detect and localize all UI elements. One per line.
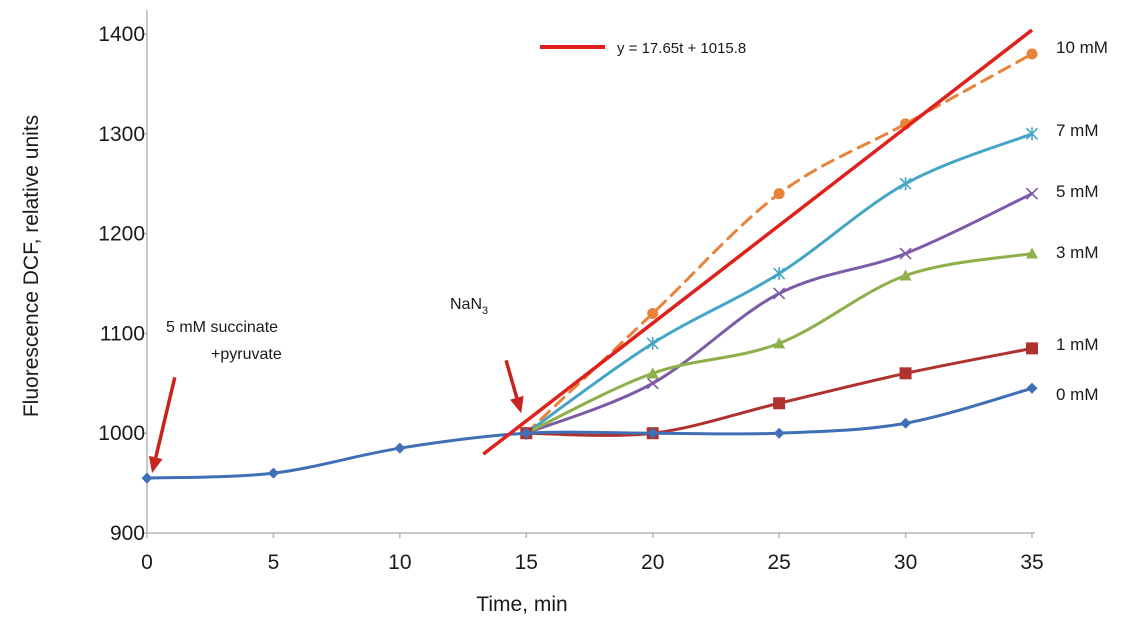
series-0-mm	[141, 382, 1038, 484]
data-point-marker	[647, 307, 659, 319]
data-point-marker	[1026, 342, 1038, 355]
data-point-marker	[1025, 127, 1039, 141]
data-point-marker	[646, 377, 659, 390]
y-tick-label: 1100	[100, 322, 145, 345]
data-point-marker	[773, 427, 785, 439]
data-point-marker	[646, 367, 659, 379]
x-tick-label: 35	[1020, 551, 1043, 574]
data-point-marker	[773, 267, 786, 281]
data-point-marker	[899, 177, 912, 191]
x-tick-label: 5	[268, 551, 280, 574]
y-tick-label: 1000	[98, 422, 145, 445]
series-end-label: 0 mM	[1056, 385, 1099, 404]
trendline-legend-label: y = 17.65t + 1015.8	[617, 40, 746, 57]
trendline	[482, 28, 1034, 456]
nan3-arrow	[504, 359, 524, 414]
data-point-marker	[773, 337, 786, 349]
y-tick-label: 1400	[98, 23, 145, 46]
data-point-marker	[141, 472, 153, 484]
series-end-label: 10 mM	[1056, 38, 1108, 57]
y-tick-label: 1300	[98, 123, 145, 146]
nan3-label-subscript: 3	[482, 305, 488, 317]
series-end-label: 3 mM	[1056, 243, 1099, 262]
nan3-annotation: NaN3	[450, 296, 524, 414]
data-point-marker	[520, 427, 532, 439]
succinate-annotation-line2: +pyruvate	[211, 346, 282, 363]
data-point-marker	[267, 467, 279, 479]
series-3-mm	[520, 247, 1038, 439]
data-point-marker	[773, 397, 786, 410]
series-end-label: 5 mM	[1056, 182, 1099, 201]
y-tick-label: 1200	[98, 223, 145, 246]
x-tick-label: 0	[141, 551, 153, 574]
y-tick-group: 900 1000 1100 1200 1300 1400	[98, 23, 147, 545]
data-point-marker	[773, 188, 785, 200]
series-line	[524, 132, 1034, 435]
nan3-label-main: NaN	[450, 296, 482, 313]
data-point-marker	[394, 442, 406, 454]
series-line	[145, 386, 1034, 480]
succinate-arrow	[148, 376, 177, 474]
x-tick-label: 20	[641, 551, 664, 574]
x-axis-title: Time, min	[476, 593, 567, 616]
succinate-annotation: 5 mM succinate +pyruvate	[148, 319, 282, 474]
trendline-layer	[482, 28, 1034, 456]
series-label-layer: 0 mM 1 mM 3 mM 5 mM 7 mM 10 mM	[1056, 38, 1108, 404]
data-point-marker	[1026, 382, 1038, 394]
x-tick-label: 10	[388, 551, 411, 574]
arrow-head	[148, 455, 163, 474]
data-point-marker	[1026, 48, 1038, 60]
data-point-marker	[647, 427, 659, 439]
series-layer	[141, 48, 1039, 484]
data-point-marker	[900, 417, 912, 429]
x-tick-label: 25	[767, 551, 790, 574]
data-point-marker	[1026, 247, 1038, 259]
x-tick-label: 30	[894, 551, 917, 574]
data-point-marker	[646, 336, 659, 350]
arrow-shaft	[504, 359, 519, 399]
series-end-label: 1 mM	[1056, 335, 1099, 354]
arrow-shaft	[154, 376, 177, 458]
data-point-marker	[1025, 187, 1039, 200]
series-7-mm	[520, 127, 1039, 440]
y-axis-title: Fluorescence DCF, relative units	[20, 115, 43, 417]
x-tick-group: 0 5 10 15 20 25 30 35	[141, 533, 1044, 574]
x-tick-label: 15	[515, 551, 538, 574]
data-point-marker	[899, 247, 912, 260]
nan3-annotation-label: NaN3	[450, 296, 488, 317]
y-tick-label: 900	[110, 522, 145, 545]
arrow-head	[510, 395, 524, 414]
data-point-marker	[773, 287, 786, 300]
data-point-marker	[899, 367, 912, 380]
series-1-mm	[520, 342, 1038, 440]
data-point-marker	[899, 269, 912, 281]
succinate-annotation-line1: 5 mM succinate	[166, 319, 278, 336]
series-end-label: 7 mM	[1056, 121, 1099, 140]
